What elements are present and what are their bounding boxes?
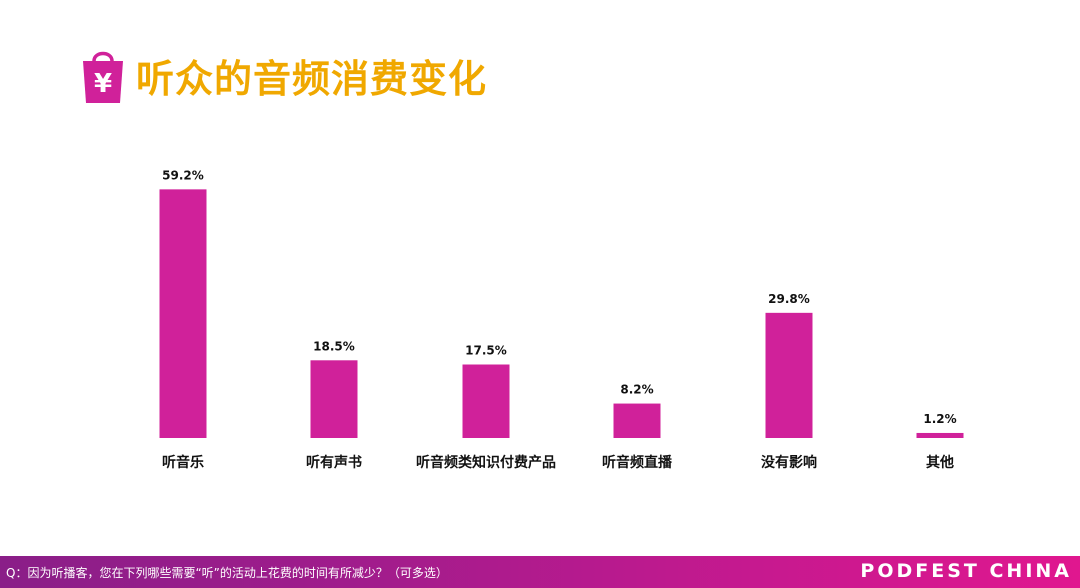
category-label-3: 听音频类知识付费产品 — [416, 454, 556, 471]
category-label-6: 其他 — [926, 454, 954, 471]
category-label-4: 听音频直播 — [602, 454, 673, 471]
survey-question: Q：因为听播客，您在下列哪些需要“听”的活动上花费的时间有所减少？（可多选） — [6, 566, 448, 580]
bar-6 — [916, 432, 964, 438]
bar-3 — [462, 364, 510, 438]
value-label-6: 1.2% — [923, 412, 956, 426]
bar-1 — [159, 189, 207, 438]
bar-4 — [613, 403, 661, 438]
value-label-2: 18.5% — [313, 339, 355, 353]
category-label-2: 听有声书 — [306, 454, 362, 471]
yen-glyph: ¥ — [94, 69, 112, 99]
value-label-4: 8.2% — [620, 383, 653, 397]
footer-bar: Q：因为听播客，您在下列哪些需要“听”的活动上花费的时间有所减少？（可多选） P… — [0, 556, 1080, 588]
category-label-1: 听音乐 — [162, 454, 204, 471]
brand-logo: PODFEST CHINA — [860, 560, 1072, 582]
value-label-3: 17.5% — [465, 344, 507, 358]
value-label-1: 59.2% — [162, 168, 204, 182]
value-label-5: 29.8% — [768, 292, 810, 306]
bar-chart: 59.2% 听音乐 18.5% 听有声书 17.5% 听音频类知识付费产品 8.2% 听音频直… — [159, 168, 964, 471]
bar-5 — [765, 312, 813, 438]
title-area: ¥ 听众的音频消费变化 — [80, 44, 487, 106]
shopping-bag-yen-icon: ¥ — [83, 51, 123, 103]
page-title: 听众的音频消费变化 — [136, 56, 488, 101]
category-label-5: 没有影响 — [761, 454, 817, 471]
bar-2 — [310, 360, 358, 438]
